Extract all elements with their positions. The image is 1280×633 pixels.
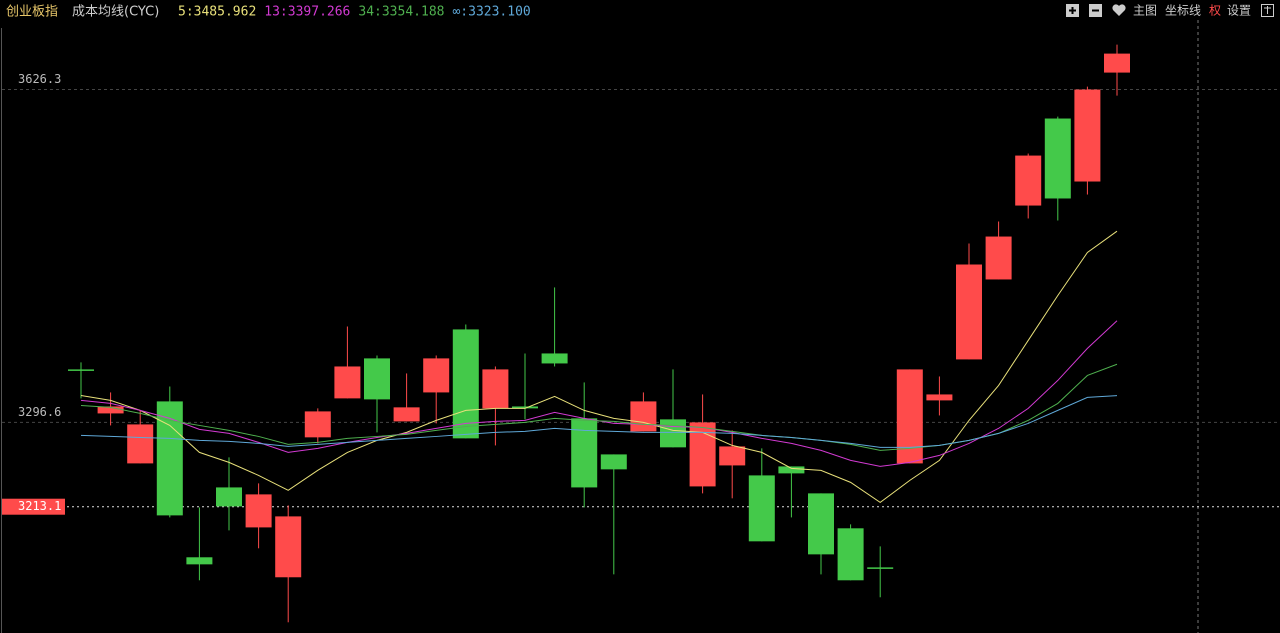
candle-body [452,329,479,439]
candle-body [1044,118,1071,199]
candle-body [867,567,894,569]
expand-icon[interactable] [1261,4,1274,17]
candle-body [186,557,213,565]
candle-body [216,487,242,507]
candle-body [512,406,538,409]
candle-body [837,528,864,581]
candle-body [97,406,124,414]
chart-subtitle: 成本均线(CYC) [72,5,159,20]
candle-body [600,454,627,470]
legend-entry: ∞:3323.100 [452,5,530,20]
candle-body [245,494,272,528]
toolbar-item[interactable]: 权 [1209,4,1221,18]
legend-entry: 13:3397.266 [264,5,350,20]
marker-box [2,498,65,515]
candle-body [127,424,154,464]
toolbar: 主图 坐标线 权 设置 [1066,4,1274,18]
candle-body [423,358,450,393]
candle-body [571,418,598,488]
candle-body [808,493,834,555]
toolbar-item[interactable]: 坐标线 [1165,4,1201,18]
toolbar-item[interactable]: 主图 [1133,4,1157,18]
legend-entry: 34:3354.188 [358,5,444,20]
candle-body [482,369,509,409]
candle-body [334,366,361,399]
candle-body [393,407,420,422]
candle-body [660,419,686,448]
candle-body [275,516,302,578]
candle-body [630,401,657,432]
chart-title: 创业板指 [6,5,58,20]
candle-body [1074,89,1101,182]
zoom-in-glyph [1069,7,1076,14]
candle-body [364,358,390,400]
candle-body [985,236,1012,280]
legend-entry: 5:3485.962 [178,5,256,20]
toolbar-item[interactable]: 设置 [1227,4,1251,18]
candle-body [956,264,982,360]
expand-glyph [1264,6,1271,14]
candle-body [926,394,953,401]
candle-body [1015,155,1042,206]
candles [68,44,1130,623]
y-tick-label: 3296.6 [18,405,61,419]
candle-body [778,466,805,474]
favorite-icon[interactable] [1112,4,1126,16]
candle-body [541,353,568,364]
moving-average-line [80,395,1118,448]
marker-label: 3213.1 [18,499,61,513]
candle-body [68,369,94,371]
candle-body [1104,53,1130,73]
candle-body [304,411,331,438]
candle-body [719,446,746,466]
y-tick-label: 3626.3 [18,72,61,86]
candle-body [748,475,775,542]
